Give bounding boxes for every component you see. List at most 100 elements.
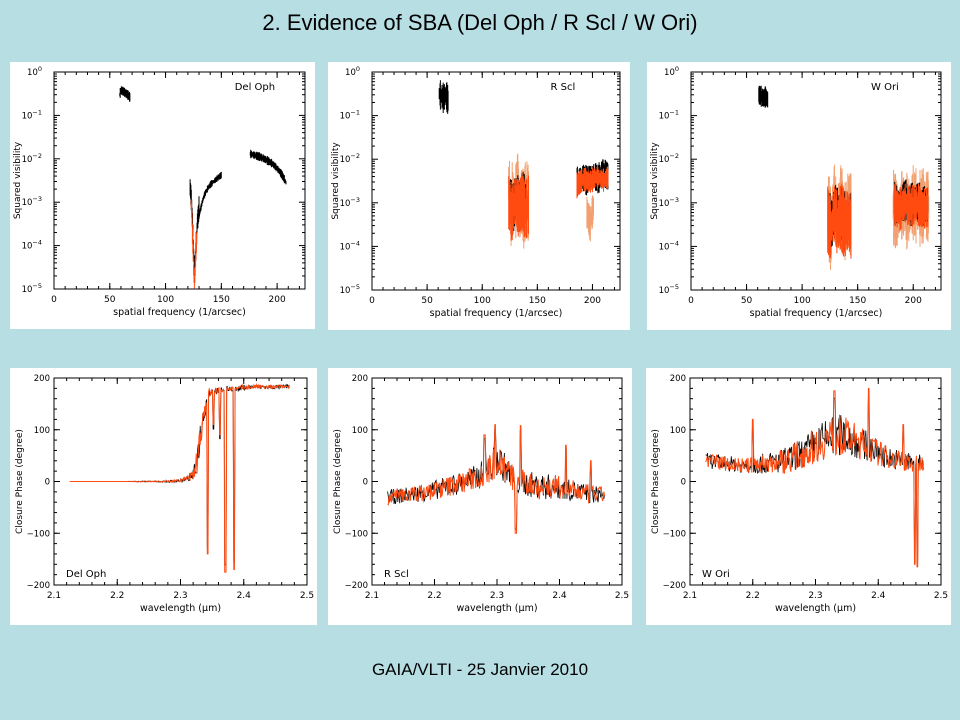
chart-panel-phase-w-ori: 2.1 2.2 2.3 2.4 2.5 −200 −100 0 100 200 wavelength… bbox=[646, 368, 951, 625]
data-series-0 bbox=[758, 85, 769, 108]
x-tick-label: 0 bbox=[51, 295, 57, 305]
x-axis-label: spatial frequency (1/arcsec) bbox=[750, 308, 883, 319]
chart-panel-visibility-r-scl: 0 50 100 150 200 10−5 10−4 10−3 10−2 10−1 100 spati… bbox=[328, 62, 630, 330]
y-tick-label: 0 bbox=[45, 478, 50, 488]
x-tick-label: 50 bbox=[421, 296, 433, 306]
data-series-6 bbox=[586, 195, 594, 242]
x-axis-label: spatial frequency (1/arcsec) bbox=[430, 308, 563, 319]
plot-frame bbox=[53, 71, 306, 290]
chart-svg: 2.1 2.2 2.3 2.4 2.5 −200 −100 0 100 200 wavelength… bbox=[651, 374, 948, 614]
y-tick-label: 10−5 bbox=[659, 283, 679, 296]
data-series-orange bbox=[69, 382, 290, 573]
chart-svg: 2.1 2.2 2.3 2.4 2.5 −200 −100 0 100 200 wavelength… bbox=[333, 374, 629, 614]
star-annotation: W Ori bbox=[871, 82, 899, 93]
y-tick-label: 10−3 bbox=[659, 196, 679, 209]
data-series-0 bbox=[119, 86, 131, 102]
x-axis-label: wavelength (μm) bbox=[775, 603, 856, 614]
y-tick-label: 100 bbox=[27, 65, 42, 78]
x-tick-label: 2.3 bbox=[490, 591, 504, 601]
y-tick-label: 100 bbox=[34, 426, 50, 436]
y-axis-label: Closure Phase (degree) bbox=[15, 429, 25, 534]
data-series-orange bbox=[387, 424, 605, 534]
chart-panel-phase-r-scl: 2.1 2.2 2.3 2.4 2.5 −200 −100 0 100 200 wavelength… bbox=[328, 368, 632, 625]
y-tick-label: 10−4 bbox=[22, 239, 42, 252]
data-series-3 bbox=[197, 171, 222, 229]
y-tick-label: −100 bbox=[27, 529, 50, 539]
chart-panel-visibility-w-ori: 0 50 100 150 200 10−5 10−4 10−3 10−2 10−1 100 spati… bbox=[647, 62, 951, 330]
x-axis-label: wavelength (μm) bbox=[456, 603, 537, 614]
y-tick-label: 100 bbox=[670, 426, 686, 436]
x-tick-label: 2.5 bbox=[934, 591, 948, 601]
chart-svg: 0 50 100 150 200 10−5 10−4 10−3 10−2 10−1 100 spati… bbox=[13, 65, 306, 318]
x-tick-label: 150 bbox=[529, 296, 546, 306]
x-tick-label: 200 bbox=[269, 295, 286, 305]
y-tick-label: −200 bbox=[663, 581, 686, 591]
x-tick-label: 2.2 bbox=[746, 591, 760, 601]
plot-frame bbox=[371, 377, 623, 586]
y-tick-label: 10−5 bbox=[340, 283, 360, 296]
x-tick-label: 2.1 bbox=[365, 591, 379, 601]
y-axis-label: Closure Phase (degree) bbox=[651, 429, 661, 534]
plot-data bbox=[119, 86, 287, 289]
data-series-1 bbox=[189, 179, 200, 282]
y-tick-label: −200 bbox=[345, 581, 368, 591]
data-series-black bbox=[69, 383, 290, 566]
data-series-orange bbox=[705, 387, 924, 568]
chart-panel-visibility-del-oph: 0 50 100 150 200 10−5 10−4 10−3 10−2 10−1 100 spati… bbox=[10, 62, 315, 329]
star-annotation: Del Oph bbox=[66, 569, 106, 580]
y-tick-label: 0 bbox=[681, 478, 686, 488]
y-tick-label: 10−3 bbox=[340, 196, 360, 209]
plot-frame bbox=[371, 71, 621, 291]
plot-data bbox=[758, 85, 930, 270]
slide-title: 2. Evidence of SBA (Del Oph / R Scl / W … bbox=[262, 10, 698, 35]
x-tick-label: 2.5 bbox=[615, 591, 629, 601]
star-annotation: R Scl bbox=[551, 82, 576, 93]
y-tick-label: 200 bbox=[352, 374, 368, 384]
x-tick-label: 2.5 bbox=[300, 591, 314, 601]
y-axis-label: Squared visibility bbox=[331, 142, 341, 220]
y-tick-label: 100 bbox=[345, 65, 360, 78]
x-tick-label: 50 bbox=[741, 296, 753, 306]
x-tick-label: 150 bbox=[213, 295, 230, 305]
chart-svg: 2.1 2.2 2.3 2.4 2.5 −200 −100 0 100 200 wavelength… bbox=[15, 374, 314, 614]
star-annotation: Del Oph bbox=[235, 82, 275, 93]
x-axis-label: spatial frequency (1/arcsec) bbox=[113, 307, 246, 318]
y-tick-label: 10−3 bbox=[22, 195, 42, 208]
plot-data bbox=[438, 80, 609, 249]
chart-panel-phase-del-oph: 2.1 2.2 2.3 2.4 2.5 −200 −100 0 100 200 wavelength… bbox=[10, 368, 317, 625]
chart-svg: 0 50 100 150 200 10−5 10−4 10−3 10−2 10−1 100 spati… bbox=[331, 65, 621, 319]
x-tick-label: 150 bbox=[849, 296, 866, 306]
y-axis-label: Closure Phase (degree) bbox=[333, 429, 343, 534]
y-tick-label: 10−5 bbox=[22, 282, 42, 295]
plot-frame bbox=[689, 377, 942, 586]
x-tick-label: 50 bbox=[104, 295, 116, 305]
slide-footer: GAIA/VLTI - 25 Janvier 2010 bbox=[371, 660, 589, 679]
y-tick-label: −100 bbox=[345, 529, 368, 539]
y-tick-label: 10−1 bbox=[340, 109, 360, 122]
x-tick-label: 2.3 bbox=[808, 591, 822, 601]
data-series-3 bbox=[508, 173, 529, 241]
y-tick-label: 100 bbox=[352, 426, 368, 436]
star-annotation: W Ori bbox=[702, 569, 730, 580]
y-tick-label: 10−1 bbox=[22, 108, 42, 121]
data-series-0 bbox=[438, 80, 449, 114]
x-tick-label: 2.3 bbox=[173, 591, 187, 601]
x-tick-label: 100 bbox=[157, 295, 174, 305]
x-tick-label: 2.4 bbox=[237, 591, 252, 601]
star-annotation: R Scl bbox=[384, 569, 409, 580]
data-series-3 bbox=[827, 183, 852, 259]
x-tick-label: 2.4 bbox=[552, 591, 567, 601]
x-tick-label: 2.2 bbox=[427, 591, 441, 601]
y-axis-label: Squared visibility bbox=[13, 141, 23, 219]
x-tick-label: 2.4 bbox=[871, 591, 886, 601]
y-tick-label: 10−1 bbox=[659, 109, 679, 122]
x-tick-label: 2.2 bbox=[110, 591, 124, 601]
y-tick-label: 10−2 bbox=[340, 152, 360, 165]
y-tick-label: 0 bbox=[363, 478, 368, 488]
plot-data bbox=[387, 424, 605, 534]
plot-data bbox=[705, 387, 924, 568]
y-axis-label: Squared visibility bbox=[650, 142, 660, 220]
y-tick-label: 200 bbox=[670, 374, 686, 384]
y-tick-label: 10−4 bbox=[659, 239, 679, 252]
y-tick-label: −200 bbox=[27, 581, 50, 591]
